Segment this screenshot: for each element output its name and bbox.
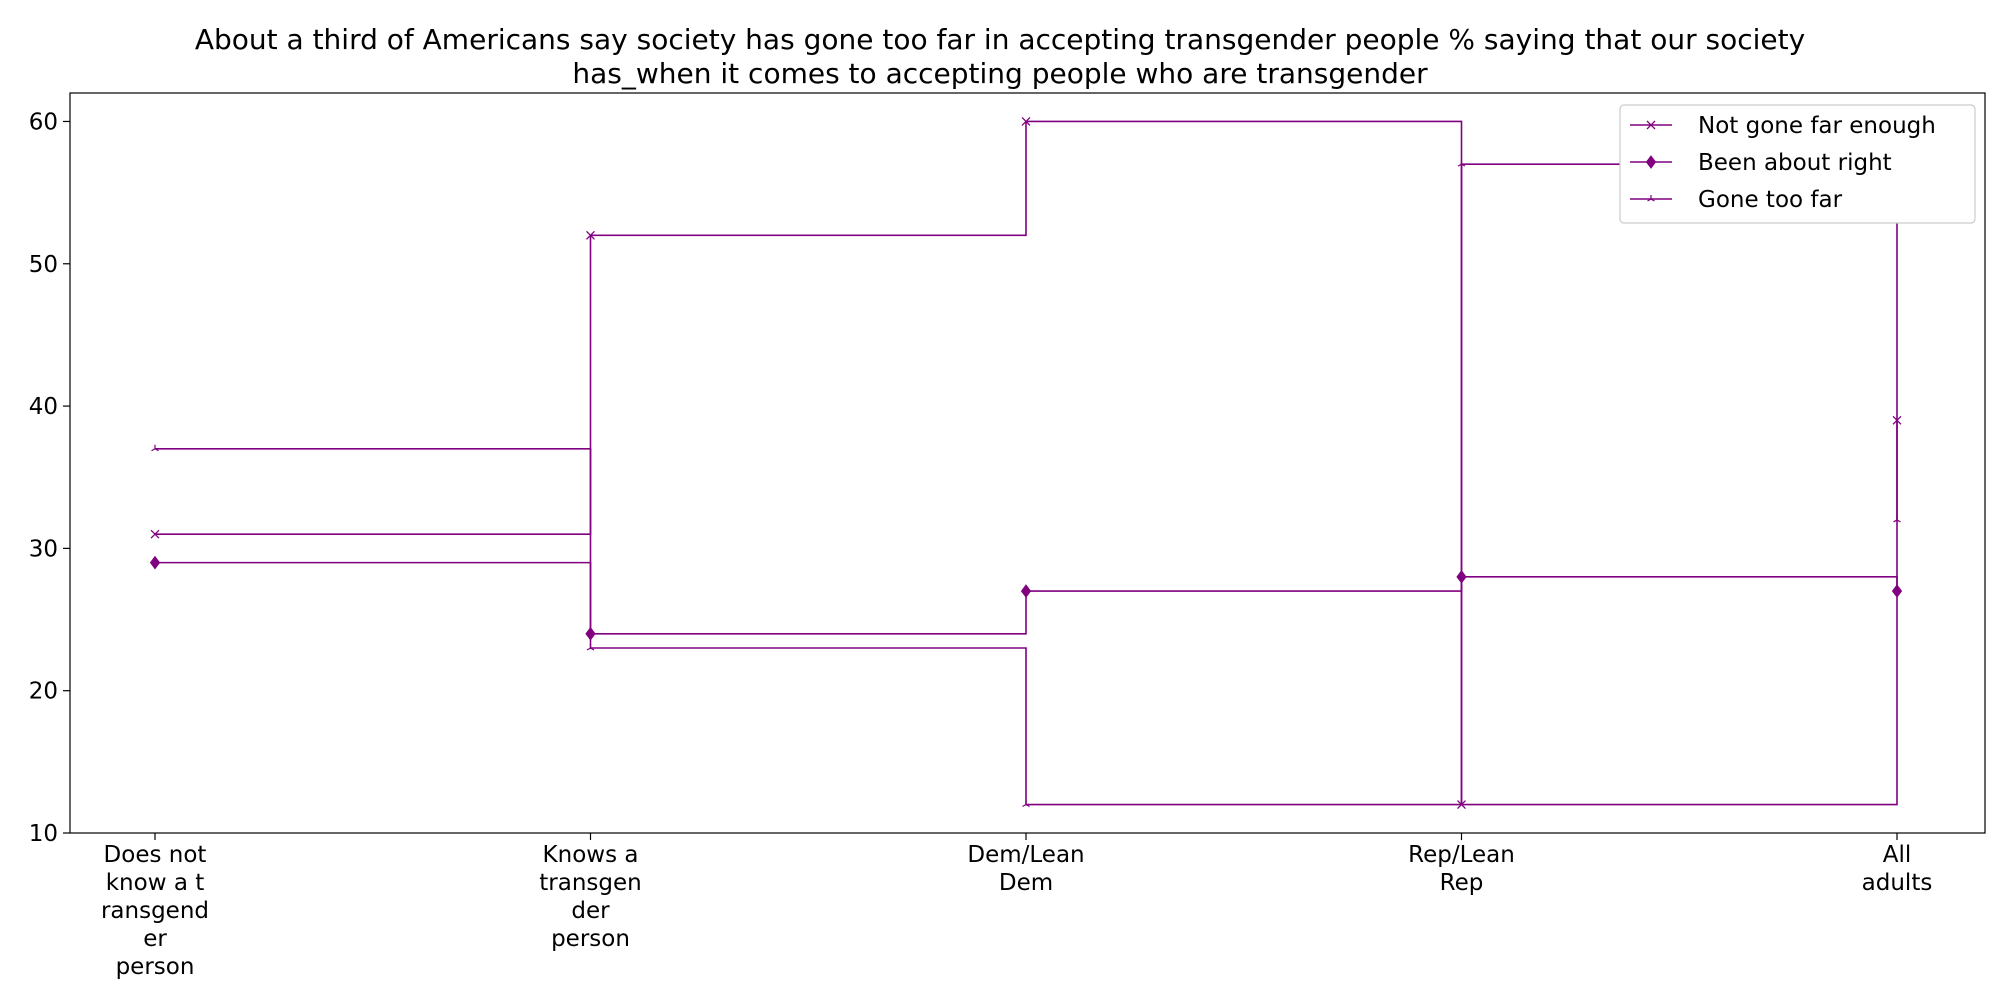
legend-marker <box>1645 155 1657 169</box>
legend-marker <box>1646 120 1656 130</box>
legend-entry: Not gone far enough <box>1630 113 1936 139</box>
series-line <box>155 561 1898 635</box>
data-point <box>1020 584 1032 598</box>
legend-label: Gone too far <box>1698 187 1843 213</box>
x-tick-label: Does not know a t ransgend er person <box>101 842 209 980</box>
legend-label: Not gone far enough <box>1698 113 1936 139</box>
y-tick-label: 10 <box>29 821 58 847</box>
chart-title-line: has_when it comes to accepting people wh… <box>572 57 1428 90</box>
data-point <box>586 230 595 240</box>
legend: Not gone far enough Been about right Gone … <box>1619 104 1976 224</box>
y-tick-label: 30 <box>29 536 58 562</box>
x-tick-label: Dem/Lean Dem <box>967 842 1084 896</box>
data-point <box>1891 584 1903 598</box>
series-been-about-right <box>149 555 1903 641</box>
data-point <box>150 529 160 539</box>
data-point <box>1022 800 1030 808</box>
series-gone-too-far <box>151 160 1901 808</box>
chart-title: About a third of Americans say society h… <box>195 23 1805 90</box>
plot-area <box>69 92 1986 834</box>
y-tick-label: 60 <box>29 109 58 135</box>
y-axis: 10 20 30 40 50 60 <box>29 109 70 847</box>
y-tick-label: 20 <box>29 679 58 705</box>
series-line <box>155 163 1898 806</box>
data-point <box>586 644 595 651</box>
data-point <box>1893 515 1901 523</box>
data-point <box>149 555 161 570</box>
data-point <box>1457 160 1466 167</box>
y-tick-label: 50 <box>29 252 58 278</box>
legend-box <box>1619 104 1976 224</box>
chart-title-line: About a third of Americans say society h… <box>195 23 1805 56</box>
series-layer <box>149 117 1903 809</box>
x-tick-label: Knows a transgen der person <box>539 842 641 952</box>
x-tick-label: Rep/Lean Rep <box>1408 842 1515 896</box>
legend-marker <box>1647 195 1655 202</box>
data-point <box>151 444 159 452</box>
legend-entry: Been about right <box>1630 150 1892 176</box>
legend-label: Been about right <box>1698 150 1892 176</box>
y-tick-label: 40 <box>29 394 58 420</box>
x-tick-label: All adults <box>1862 842 1933 896</box>
data-point <box>1021 117 1031 126</box>
legend-entry: Gone too far <box>1630 187 1843 213</box>
